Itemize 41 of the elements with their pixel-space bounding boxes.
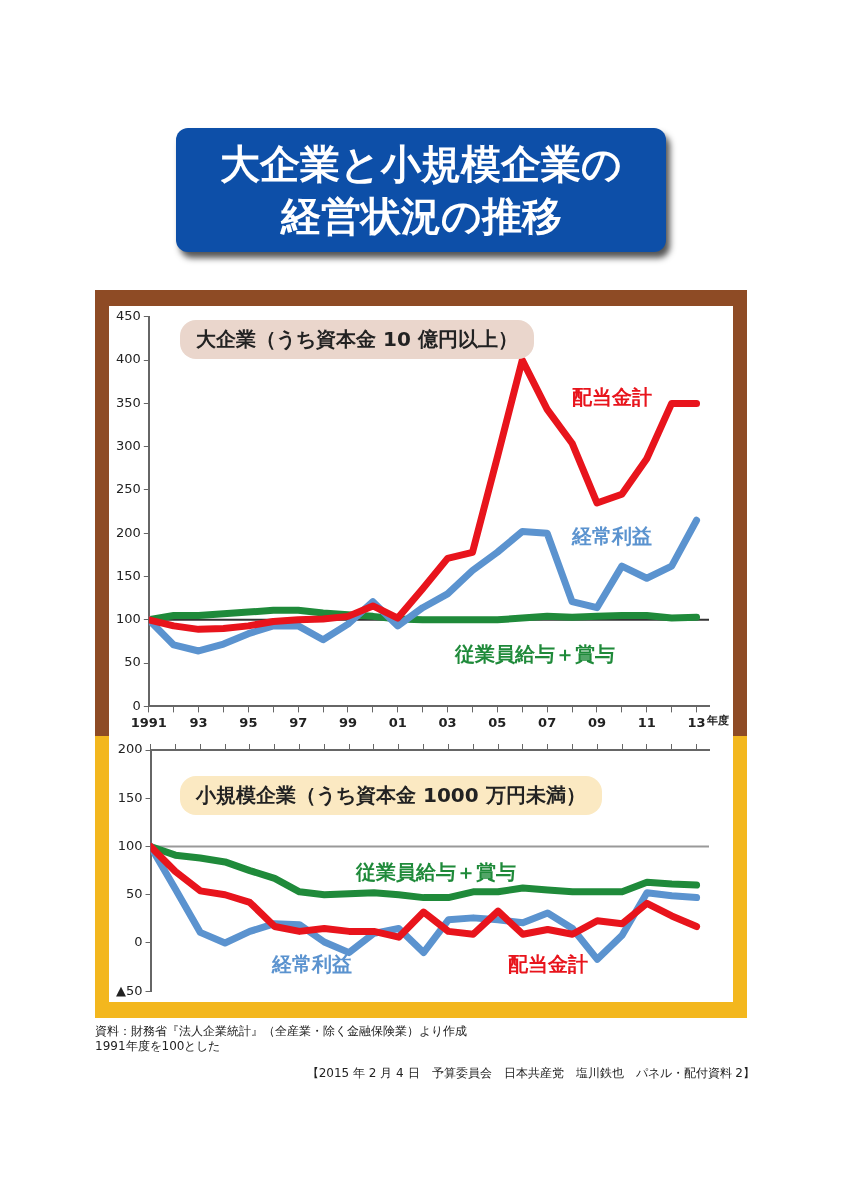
text: 資料：財務省『法人企業統計』（全産業・除く金融保険業）より作成 xyxy=(95,1024,468,1039)
series-label: 従業員給与＋賞与 xyxy=(453,642,615,667)
series-label: 経常利益 xyxy=(270,952,352,977)
y-tick-label: 350 xyxy=(115,394,141,410)
y-tick-label: 300 xyxy=(115,438,141,454)
y-tick-label: 150 xyxy=(117,789,143,805)
text: 小規模企業（うち資本金 1000 万円未満） xyxy=(180,776,602,815)
y-tick-label: 150 xyxy=(115,567,141,583)
y-tick-label: 100 xyxy=(115,611,141,627)
text: 大企業（うち資本金 10 億円以上） xyxy=(180,320,534,359)
x-tick-label: 97 xyxy=(289,714,308,730)
x-tick-label: 99 xyxy=(338,714,358,730)
series-label: 配当金計 xyxy=(571,385,652,410)
y-tick-label: 100 xyxy=(117,837,143,853)
x-axis-title: 年度 xyxy=(705,713,729,727)
y-tick-label: 200 xyxy=(117,741,143,757)
y-tick-label: 50 xyxy=(125,886,143,902)
x-tick-label: 1991 xyxy=(130,714,167,730)
x-tick-label: 93 xyxy=(189,714,208,730)
y-tick-label: 250 xyxy=(115,481,141,497)
y-tick-label: 450 xyxy=(115,308,141,324)
y-tick-label: 400 xyxy=(115,351,141,367)
text: 【2015 年 2 月 4 日 予算委員会 日本共産党 塩川鉄也 パネル・配付資料 2】 xyxy=(305,1066,755,1081)
x-tick-label: 03 xyxy=(438,714,457,730)
y-tick-label: 200 xyxy=(115,524,141,540)
y-tick-label: 50 xyxy=(124,654,141,670)
series-label: 経常利益 xyxy=(570,523,652,548)
x-tick-label: 95 xyxy=(239,714,258,730)
x-tick-label: 05 xyxy=(488,714,507,730)
series-label: 従業員給与＋賞与 xyxy=(354,859,516,884)
x-tick-label: 09 xyxy=(587,714,607,730)
x-tick-label: 11 xyxy=(637,714,656,730)
x-tick-label: 07 xyxy=(538,714,557,730)
y-tick-label: 0 xyxy=(132,697,141,713)
chart-title: 大企業と小規模企業の経営状況の推移 xyxy=(219,140,623,241)
x-tick-label: 13 xyxy=(687,714,706,730)
text: 1991年度を100とした xyxy=(95,1039,222,1054)
y-tick-label: ▲50 xyxy=(115,982,143,998)
series-label: 配当金計 xyxy=(507,952,588,977)
y-tick-label: 0 xyxy=(134,934,143,950)
x-tick-label: 01 xyxy=(388,714,407,730)
